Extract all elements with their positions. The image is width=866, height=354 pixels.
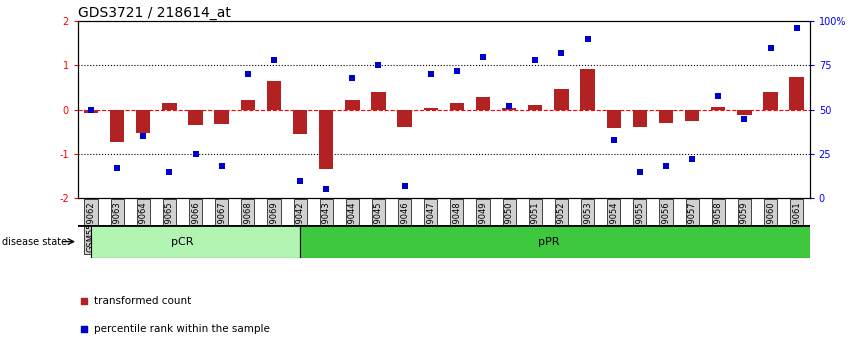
Bar [91,225,301,258]
Point [580,36,594,42]
Bar [346,100,359,110]
Bar [136,110,151,133]
Point [372,63,385,68]
Bar [502,108,516,110]
Bar [301,225,823,258]
Point [659,164,673,169]
Text: percentile rank within the sample: percentile rank within the sample [94,324,270,334]
Bar [189,110,203,125]
Point [136,133,150,139]
Text: transformed count: transformed count [94,296,191,306]
Point [294,178,307,183]
Point [685,156,699,162]
Point [241,72,255,77]
Bar [528,105,542,110]
Text: pCR: pCR [171,236,194,247]
Point [423,72,437,77]
Bar [372,92,385,110]
Bar [423,108,438,110]
Text: GDS3721 / 218614_at: GDS3721 / 218614_at [78,6,231,20]
Bar [711,107,726,110]
Bar [763,92,778,110]
Text: pPR: pPR [538,236,559,247]
Point [528,57,542,63]
Bar [162,103,177,110]
Bar [449,103,464,110]
Point [554,50,568,56]
Bar [267,81,281,110]
Bar [737,110,752,115]
Point [110,165,124,171]
Point [189,151,203,157]
Point [320,187,333,192]
Bar [554,88,569,110]
Point [607,137,621,143]
Bar [319,110,333,170]
Bar [215,110,229,124]
Point [764,45,778,51]
Point [450,68,464,74]
Point [490,150,504,156]
Point [633,169,647,175]
Point [163,169,177,175]
Bar [790,76,804,110]
Point [502,103,516,109]
Bar [241,100,255,110]
Point [84,107,98,113]
Bar [475,97,490,110]
Bar [293,110,307,134]
Point [738,116,752,121]
Bar [633,110,647,127]
Bar [606,110,621,129]
Point [711,93,725,98]
Bar [659,110,673,123]
Bar [580,69,595,110]
Point [476,54,490,59]
Point [790,25,804,31]
Point [346,75,359,81]
Bar [84,110,98,113]
Bar [110,110,125,142]
Text: disease state: disease state [2,236,67,247]
Bar [397,110,412,127]
Point [215,164,229,169]
Point [267,57,281,63]
Point [397,183,411,189]
Bar [685,110,699,121]
